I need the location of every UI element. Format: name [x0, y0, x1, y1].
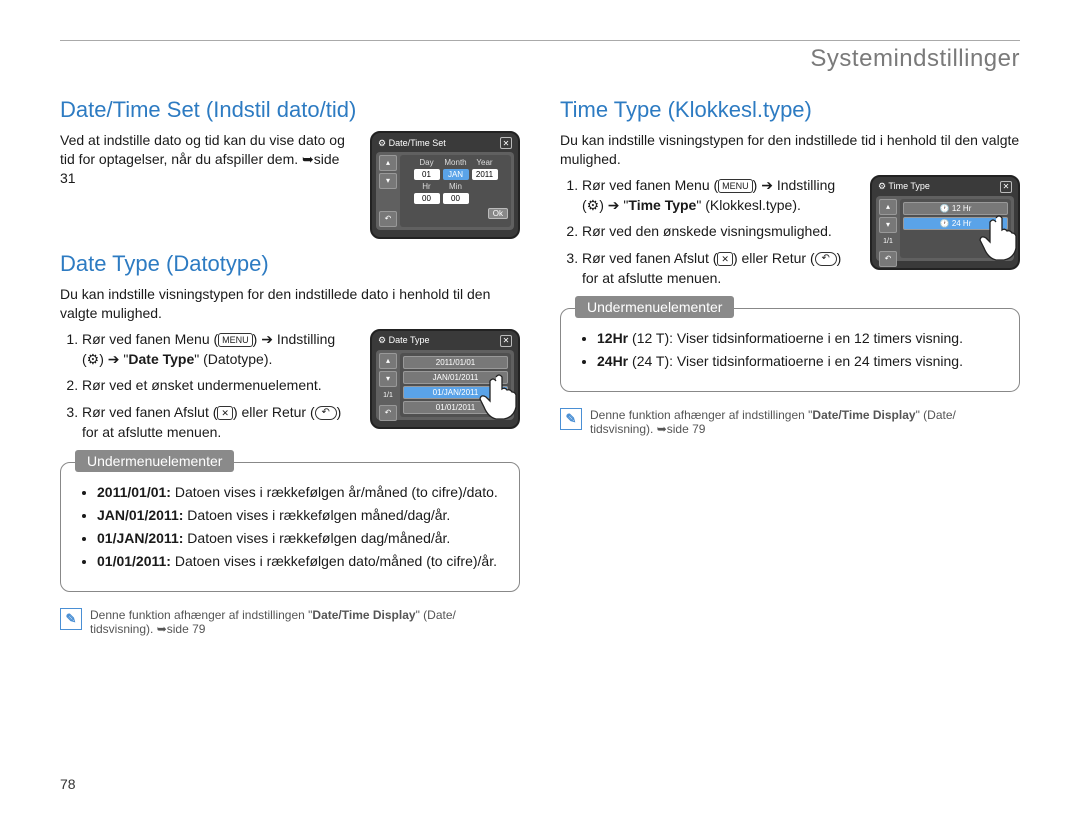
section-title-datetime: Date/Time Set (Indstil dato/tid) [60, 97, 520, 123]
step-1: Rør ved fanen Menu (MENU) ➔ Indstilling … [82, 329, 358, 370]
return-icon: ↶ [379, 211, 397, 227]
section-title-datetype: Date Type (Datotype) [60, 251, 520, 277]
menu-icon: MENU [218, 333, 253, 347]
close-icon: ✕ [500, 137, 512, 149]
close-icon: ✕ [500, 335, 512, 347]
return-icon: ↶ [379, 405, 397, 421]
datetype-desc: Du kan indstille visningstypen for den i… [60, 285, 520, 323]
gear-icon: ⚙ [378, 138, 386, 148]
up-icon: ▴ [379, 353, 397, 369]
submenu-item: JAN/01/2011: Datoen vises i rækkefølgen … [97, 506, 503, 525]
header-rule [60, 40, 1020, 41]
return-icon: ↶ [315, 406, 337, 420]
close-icon: ✕ [1000, 181, 1012, 193]
down-icon: ▾ [379, 371, 397, 387]
close-icon: ✕ [217, 406, 233, 420]
note-text: Denne funktion afhænger af indstillingen… [90, 608, 520, 636]
submenu-tab: Undermenuelementer [575, 296, 734, 318]
timetype-desc: Du kan indstille visningstypen for den i… [560, 131, 1020, 169]
close-icon: ✕ [717, 252, 733, 266]
page-header: Systemindstillinger [60, 45, 1020, 73]
submenu-item: 01/JAN/2011: Datoen vises i rækkefølgen … [97, 529, 503, 548]
gear-icon: ⚙ [87, 351, 100, 367]
submenu-item: 24Hr (24 T): Viser tidsinformatioerne i … [597, 352, 1003, 371]
step-2: Rør ved et ønsket undermenuelement. [82, 375, 358, 395]
fig-datetime-set: ⚙ Date/Time Set ✕ ▴ ▾ ↶ Day Month Y [370, 131, 520, 239]
fig-date-type: ⚙ Date Type ✕ ▴ ▾ 1/1 ↶ 2011/01/01 JAN/0… [370, 329, 520, 429]
page-count: 1/1 [379, 389, 397, 403]
step-2: Rør ved den ønskede visningsmulighed. [582, 221, 858, 241]
submenu-item: 12Hr (12 T): Viser tidsinformatioerne i … [597, 329, 1003, 348]
menu-icon: MENU [718, 179, 753, 193]
datetype-steps: Rør ved fanen Menu (MENU) ➔ Indstilling … [60, 329, 358, 442]
gear-icon: ⚙ [878, 181, 886, 191]
section-title-timetype: Time Type (Klokkesl.type) [560, 97, 1020, 123]
step-1: Rør ved fanen Menu (MENU) ➔ Indstilling … [582, 175, 858, 216]
page-number: 78 [60, 776, 76, 792]
submenu-time-type: Undermenuelementer 12Hr (12 T): Viser ti… [560, 308, 1020, 392]
gear-icon: ⚙ [378, 335, 386, 345]
return-icon: ↶ [879, 251, 897, 267]
down-icon: ▾ [879, 217, 897, 233]
submenu-date-type: Undermenuelementer 2011/01/01: Datoen vi… [60, 462, 520, 592]
note-icon: ✎ [560, 408, 582, 430]
note-icon: ✎ [60, 608, 82, 630]
note-right: ✎ Denne funktion afhænger af indstilling… [560, 408, 1020, 436]
return-icon: ↶ [815, 252, 837, 266]
down-icon: ▾ [379, 173, 397, 189]
fig-time-type: ⚙ Time Type ✕ ▴ ▾ 1/1 ↶ 🕐 12 Hr 🕐 24 Hr [870, 175, 1020, 270]
gear-icon: ⚙ [587, 197, 600, 213]
two-column-layout: Date/Time Set (Indstil dato/tid) Ved at … [60, 85, 1020, 636]
note-text: Denne funktion afhænger af indstillingen… [590, 408, 1020, 436]
submenu-item: 2011/01/01: Datoen vises i rækkefølgen å… [97, 483, 503, 502]
up-icon: ▴ [879, 199, 897, 215]
timetype-steps: Rør ved fanen Menu (MENU) ➔ Indstilling … [560, 175, 858, 288]
submenu-tab: Undermenuelementer [75, 450, 234, 472]
up-icon: ▴ [379, 155, 397, 171]
datetime-desc: Ved at indstille dato og tid kan du vise… [60, 131, 358, 188]
page-count: 1/1 [879, 235, 897, 249]
submenu-item: 01/01/2011: Datoen vises i rækkefølgen d… [97, 552, 503, 571]
note-left: ✎ Denne funktion afhænger af indstilling… [60, 608, 520, 636]
left-column: Date/Time Set (Indstil dato/tid) Ved at … [60, 85, 520, 636]
step-3: Rør ved fanen Afslut (✕) eller Retur (↶)… [582, 248, 858, 289]
ok-button: Ok [488, 208, 508, 219]
right-column: Time Type (Klokkesl.type) Du kan indstil… [560, 85, 1020, 636]
step-3: Rør ved fanen Afslut (✕) eller Retur (↶)… [82, 402, 358, 443]
